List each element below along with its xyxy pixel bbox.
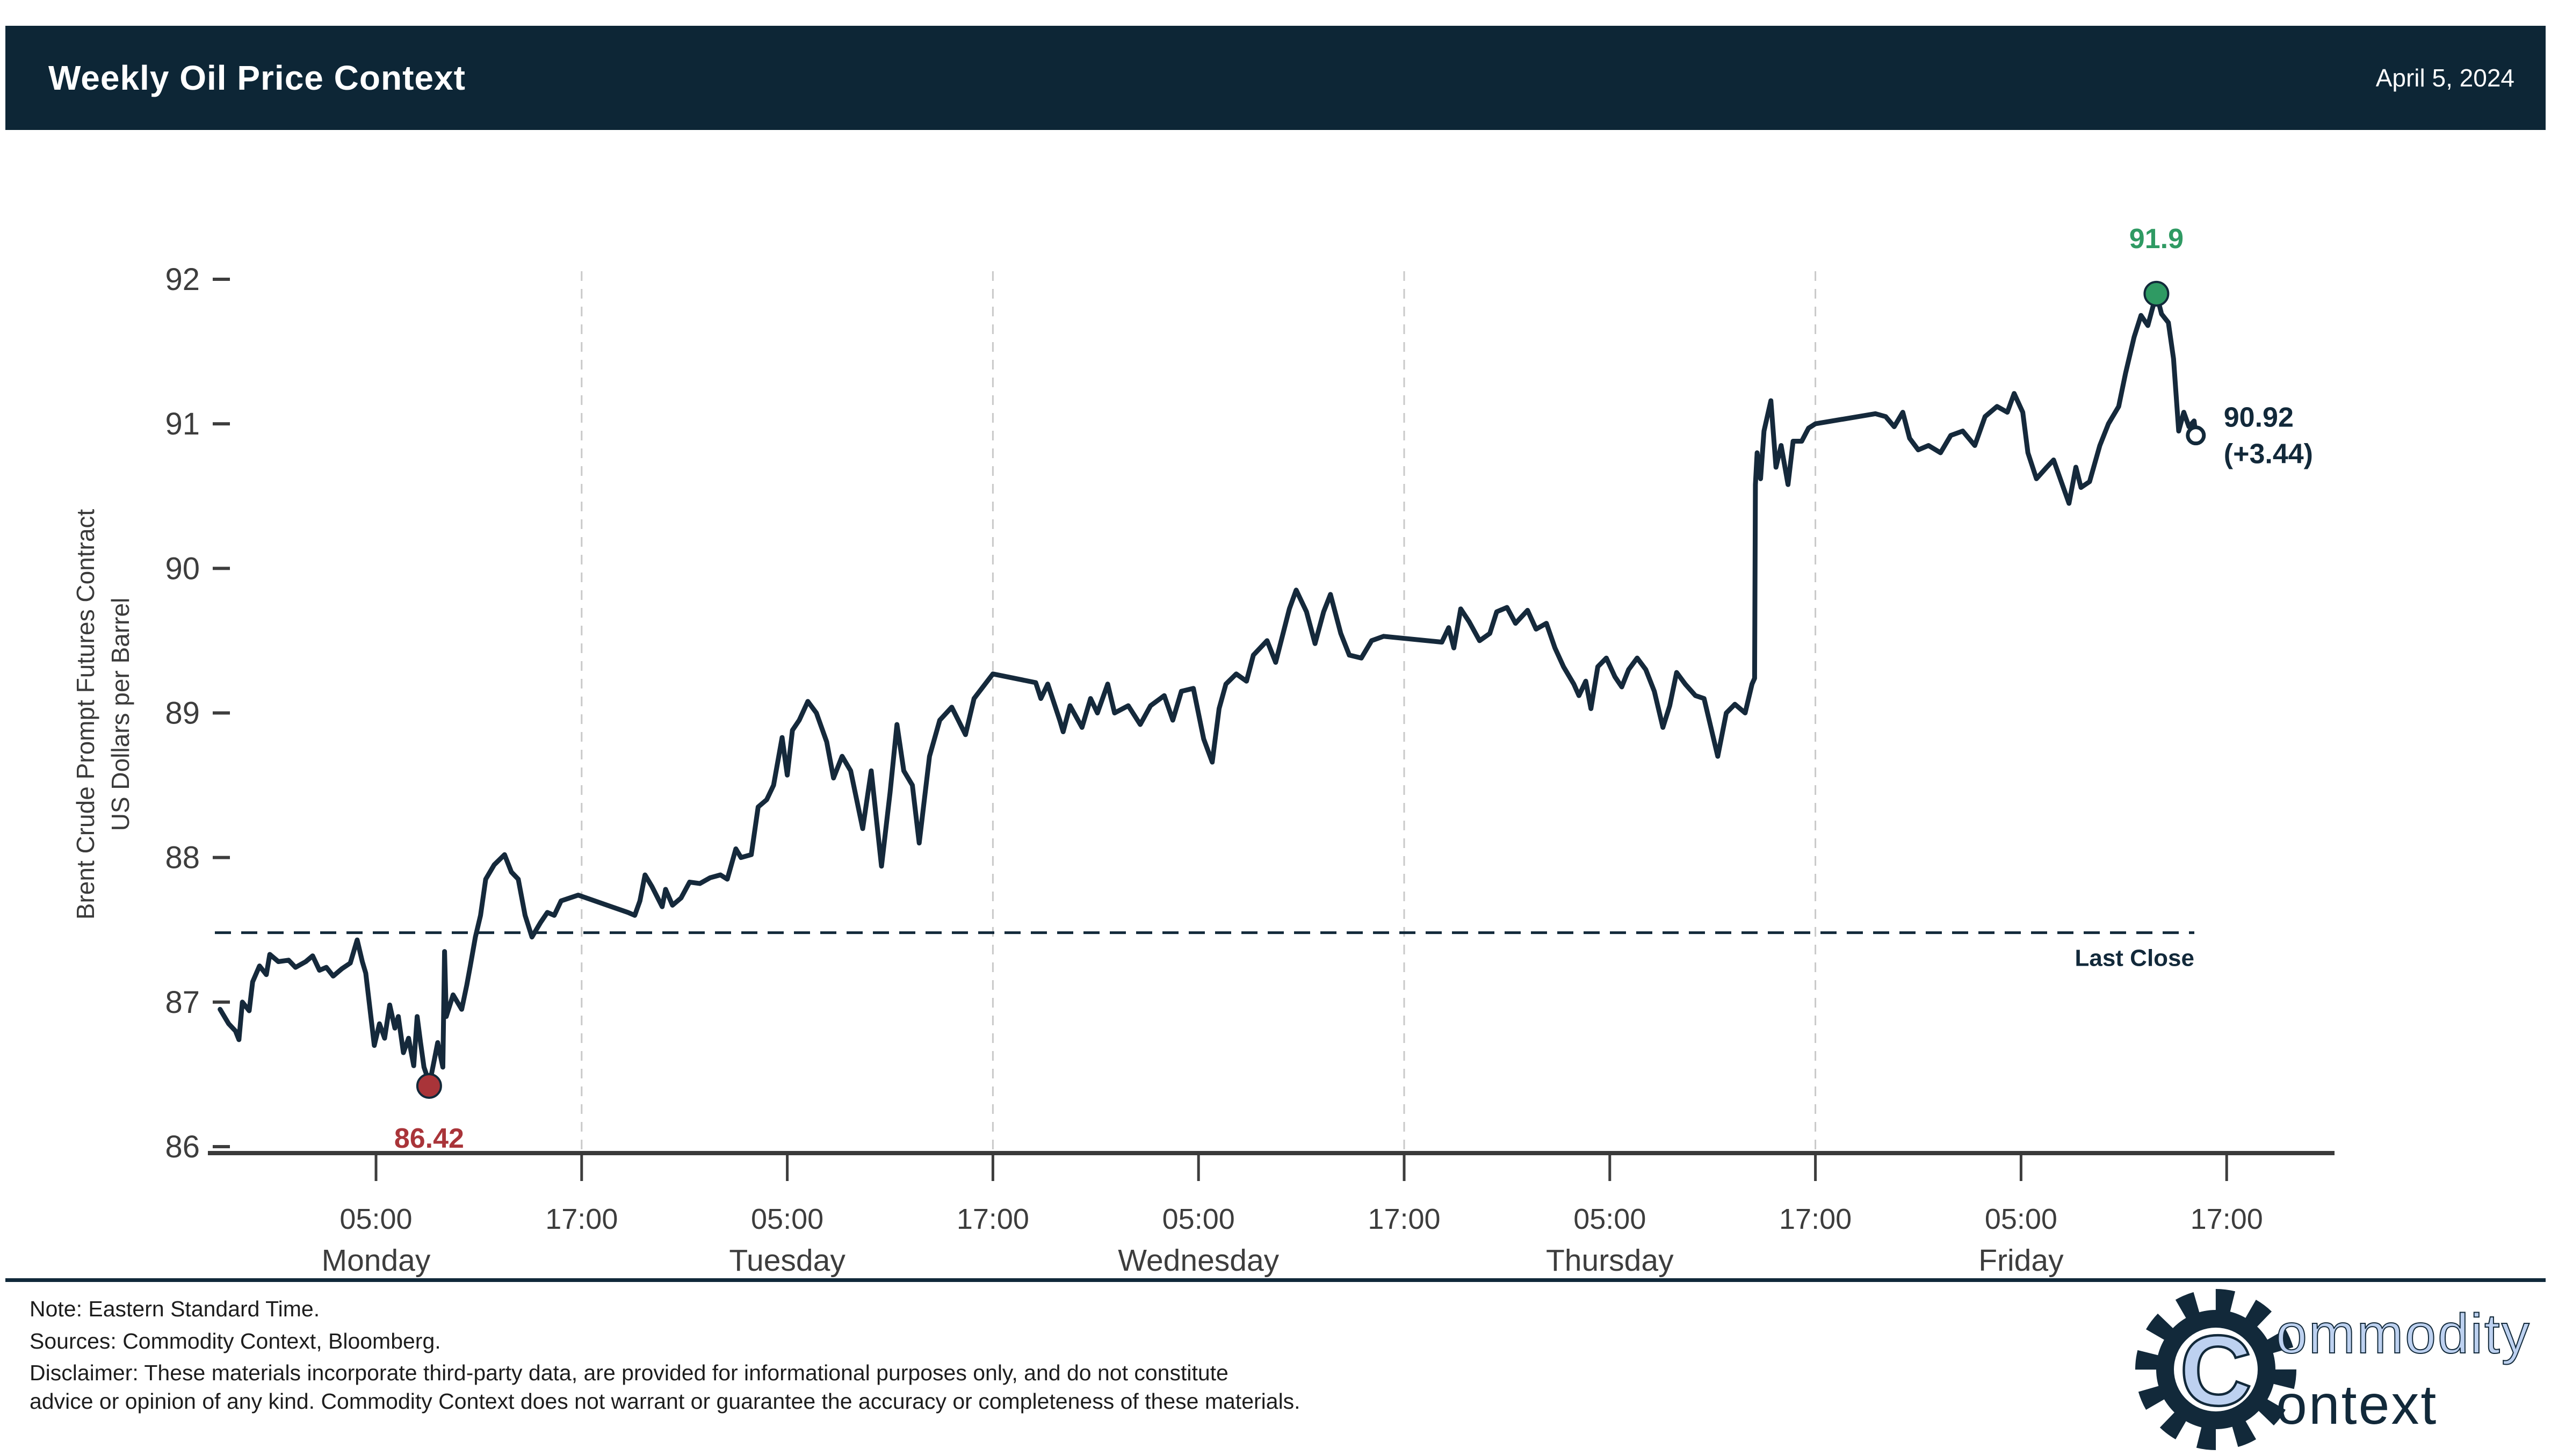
y-tick-label: 86 <box>165 1129 200 1164</box>
x-tick-label: 17:00 <box>957 1203 1029 1235</box>
x-tick <box>1608 1155 1611 1181</box>
x-tick <box>1197 1155 1200 1181</box>
footer-disclaimer-line1: Disclaimer: These materials incorporate … <box>30 1360 1228 1385</box>
max-marker <box>2143 280 2170 307</box>
x-tick-label: 17:00 <box>545 1203 618 1235</box>
y-tick-label: 87 <box>165 985 200 1020</box>
x-tick-label: 05:00 <box>339 1203 412 1235</box>
y-tick <box>213 567 230 570</box>
y-axis-title-line1: Brent Crude Prompt Futures Contract <box>71 509 99 920</box>
y-tick <box>213 1145 230 1148</box>
x-axis-line <box>208 1151 2335 1155</box>
header-bar: Weekly Oil Price Context April 5, 2024 <box>5 26 2546 130</box>
min-marker <box>416 1073 442 1099</box>
y-tick-label: 89 <box>165 696 200 730</box>
footer-disclaimer-line2: advice or opinion of any kind. Commodity… <box>30 1389 1300 1414</box>
min-label: 86.42 <box>394 1123 464 1154</box>
last-price-label: 90.92 <box>2224 402 2294 433</box>
y-tick-label: 90 <box>165 551 200 586</box>
x-tick-label: 05:00 <box>1573 1203 1646 1235</box>
x-day-label: Friday <box>1978 1243 2064 1278</box>
gear-icon: C <box>2135 1289 2296 1450</box>
x-tick-label: 17:00 <box>2191 1203 2263 1235</box>
last-price-marker <box>2186 425 2206 446</box>
y-tick-label: 92 <box>165 262 200 297</box>
x-tick-label: 05:00 <box>751 1203 823 1235</box>
y-tick <box>213 277 230 281</box>
price-line <box>218 291 2199 1089</box>
max-label: 91.9 <box>2129 223 2184 255</box>
x-day-label: Thursday <box>1546 1243 1674 1278</box>
x-tick <box>2019 1155 2022 1181</box>
logo-wordmark: ommodity ontext <box>2275 1303 2531 1436</box>
logo-word-context: ontext <box>2276 1374 2438 1436</box>
gear-hole <box>2174 1328 2258 1411</box>
x-tick <box>786 1155 789 1181</box>
page-title: Weekly Oil Price Context <box>48 59 466 97</box>
footer-note: Note: Eastern Standard Time. <box>30 1296 320 1321</box>
x-day-label: Wednesday <box>1118 1243 1279 1278</box>
header-date: April 5, 2024 <box>2375 64 2514 92</box>
footer-divider <box>5 1278 2546 1282</box>
logo-word-commodity: ommodity <box>2275 1303 2531 1365</box>
footer-sources: Sources: Commodity Context, Bloomberg. <box>30 1329 441 1353</box>
x-tick <box>580 1155 583 1181</box>
last-close-label: Last Close <box>2075 945 2194 972</box>
x-day-label: Monday <box>322 1243 431 1278</box>
y-tick <box>213 856 230 859</box>
x-tick <box>991 1155 994 1181</box>
x-tick <box>374 1155 378 1181</box>
x-tick <box>1403 1155 1406 1181</box>
last-price-change-label: (+3.44) <box>2224 439 2313 470</box>
logo-monogram: C <box>2180 1315 2252 1426</box>
y-tick-label: 88 <box>165 841 200 875</box>
y-tick <box>213 1000 230 1004</box>
x-tick-label: 17:00 <box>1368 1203 1440 1235</box>
x-day-label: Tuesday <box>729 1243 845 1278</box>
x-tick <box>2225 1155 2228 1181</box>
gear-teeth <box>2135 1289 2296 1450</box>
y-tick-label: 91 <box>165 407 200 441</box>
x-tick-label: 05:00 <box>1162 1203 1235 1235</box>
y-tick <box>213 422 230 426</box>
x-tick <box>1814 1155 1817 1181</box>
y-tick <box>213 711 230 715</box>
commodity-context-logo: C ommodity ontext <box>2135 1286 2549 1453</box>
x-tick-label: 17:00 <box>1779 1203 1852 1235</box>
y-axis-title-line2: US Dollars per Barrel <box>106 598 134 831</box>
x-tick-label: 05:00 <box>1985 1203 2057 1235</box>
